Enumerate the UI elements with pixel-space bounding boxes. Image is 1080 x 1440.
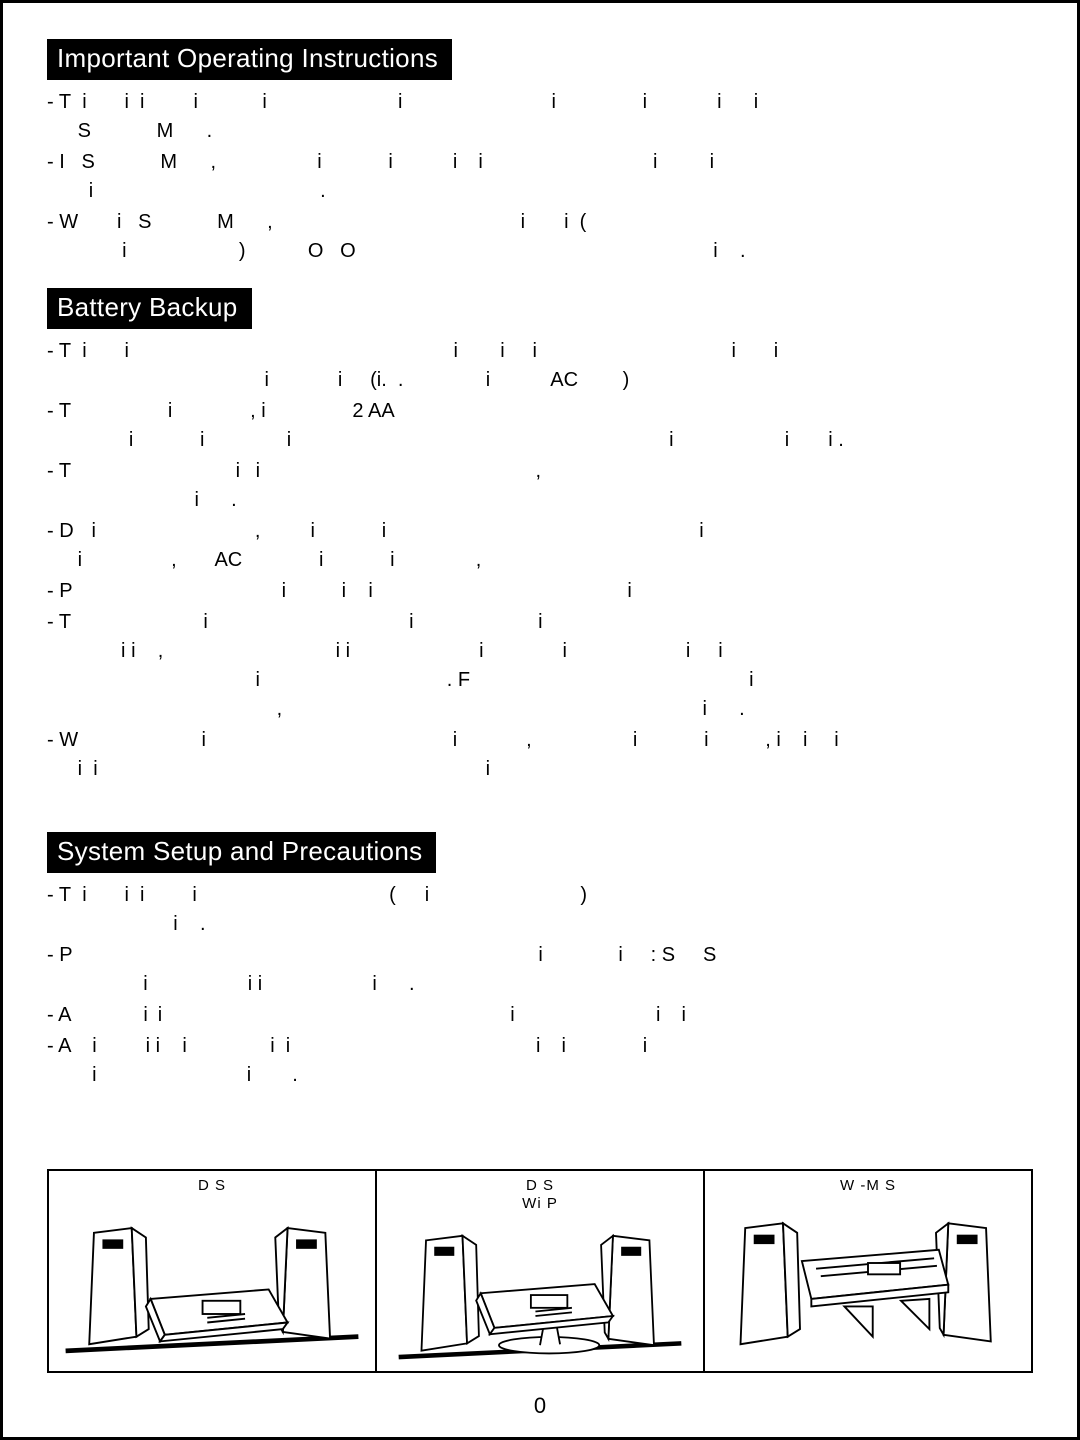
s3-p1: - This unit is designed for desktop use …: [47, 881, 1033, 939]
s2-p2: - To enable this feature, insert two 2 A…: [47, 397, 1033, 455]
page-number: 0: [3, 1393, 1077, 1419]
manual-page: Important Operating Instructions - This …: [0, 0, 1080, 1440]
s2-p1: - This unit has a battery backup system …: [47, 337, 1033, 395]
s2-p7: - When the batteries become weak or are …: [47, 726, 1033, 784]
figure-desktop-setup: D S: [49, 1171, 377, 1371]
figure-wall-mount: W -M S: [705, 1171, 1031, 1371]
s3-p4: - Avoid positioning the unit in enclosed…: [47, 1032, 1033, 1090]
section-2-body: - This unit has a battery backup system …: [47, 337, 1033, 784]
pedestal-setup-illustration: [377, 1213, 703, 1368]
section-header-setup: System Setup and Precautions: [47, 832, 436, 873]
panel2-label: D S Wi P: [377, 1177, 703, 1213]
figure-desktop-pedestal: D S Wi P: [377, 1171, 705, 1371]
panel3-label: W -M S: [705, 1177, 1031, 1195]
s2-p6: - The actual duration of battery backup …: [47, 608, 1033, 724]
s1-p2: - In Standby Mode, the clock display wil…: [47, 148, 1033, 206]
section-3-body: - This unit is designed for desktop use …: [47, 881, 1033, 1090]
section-header-battery: Battery Backup: [47, 288, 252, 329]
wallmount-setup-illustration: [705, 1195, 1031, 1365]
section-1-body: - This unit is equipped with a power-sav…: [47, 88, 1033, 266]
figure-row: D S: [47, 1169, 1033, 1373]
s2-p4: - During battery backup, the display wil…: [47, 517, 1033, 575]
desktop-setup-illustration: [49, 1195, 375, 1365]
section-header-operating: Important Operating Instructions: [47, 39, 452, 80]
s3-p2: - Place the system on a flat, stable sur…: [47, 941, 1033, 999]
s3-p3: - Allow sufficient clearance above and a…: [47, 1001, 1033, 1030]
s1-p1: - This unit is equipped with a power-sav…: [47, 88, 1033, 146]
s2-p3: - The battery backup is intended for tem…: [47, 457, 1033, 515]
s2-p5: - Please replace the batteries periodica…: [47, 577, 1033, 606]
panel1-label: D S: [49, 1177, 375, 1195]
s1-p3: - When in Standby Mode, press any button…: [47, 208, 1033, 266]
